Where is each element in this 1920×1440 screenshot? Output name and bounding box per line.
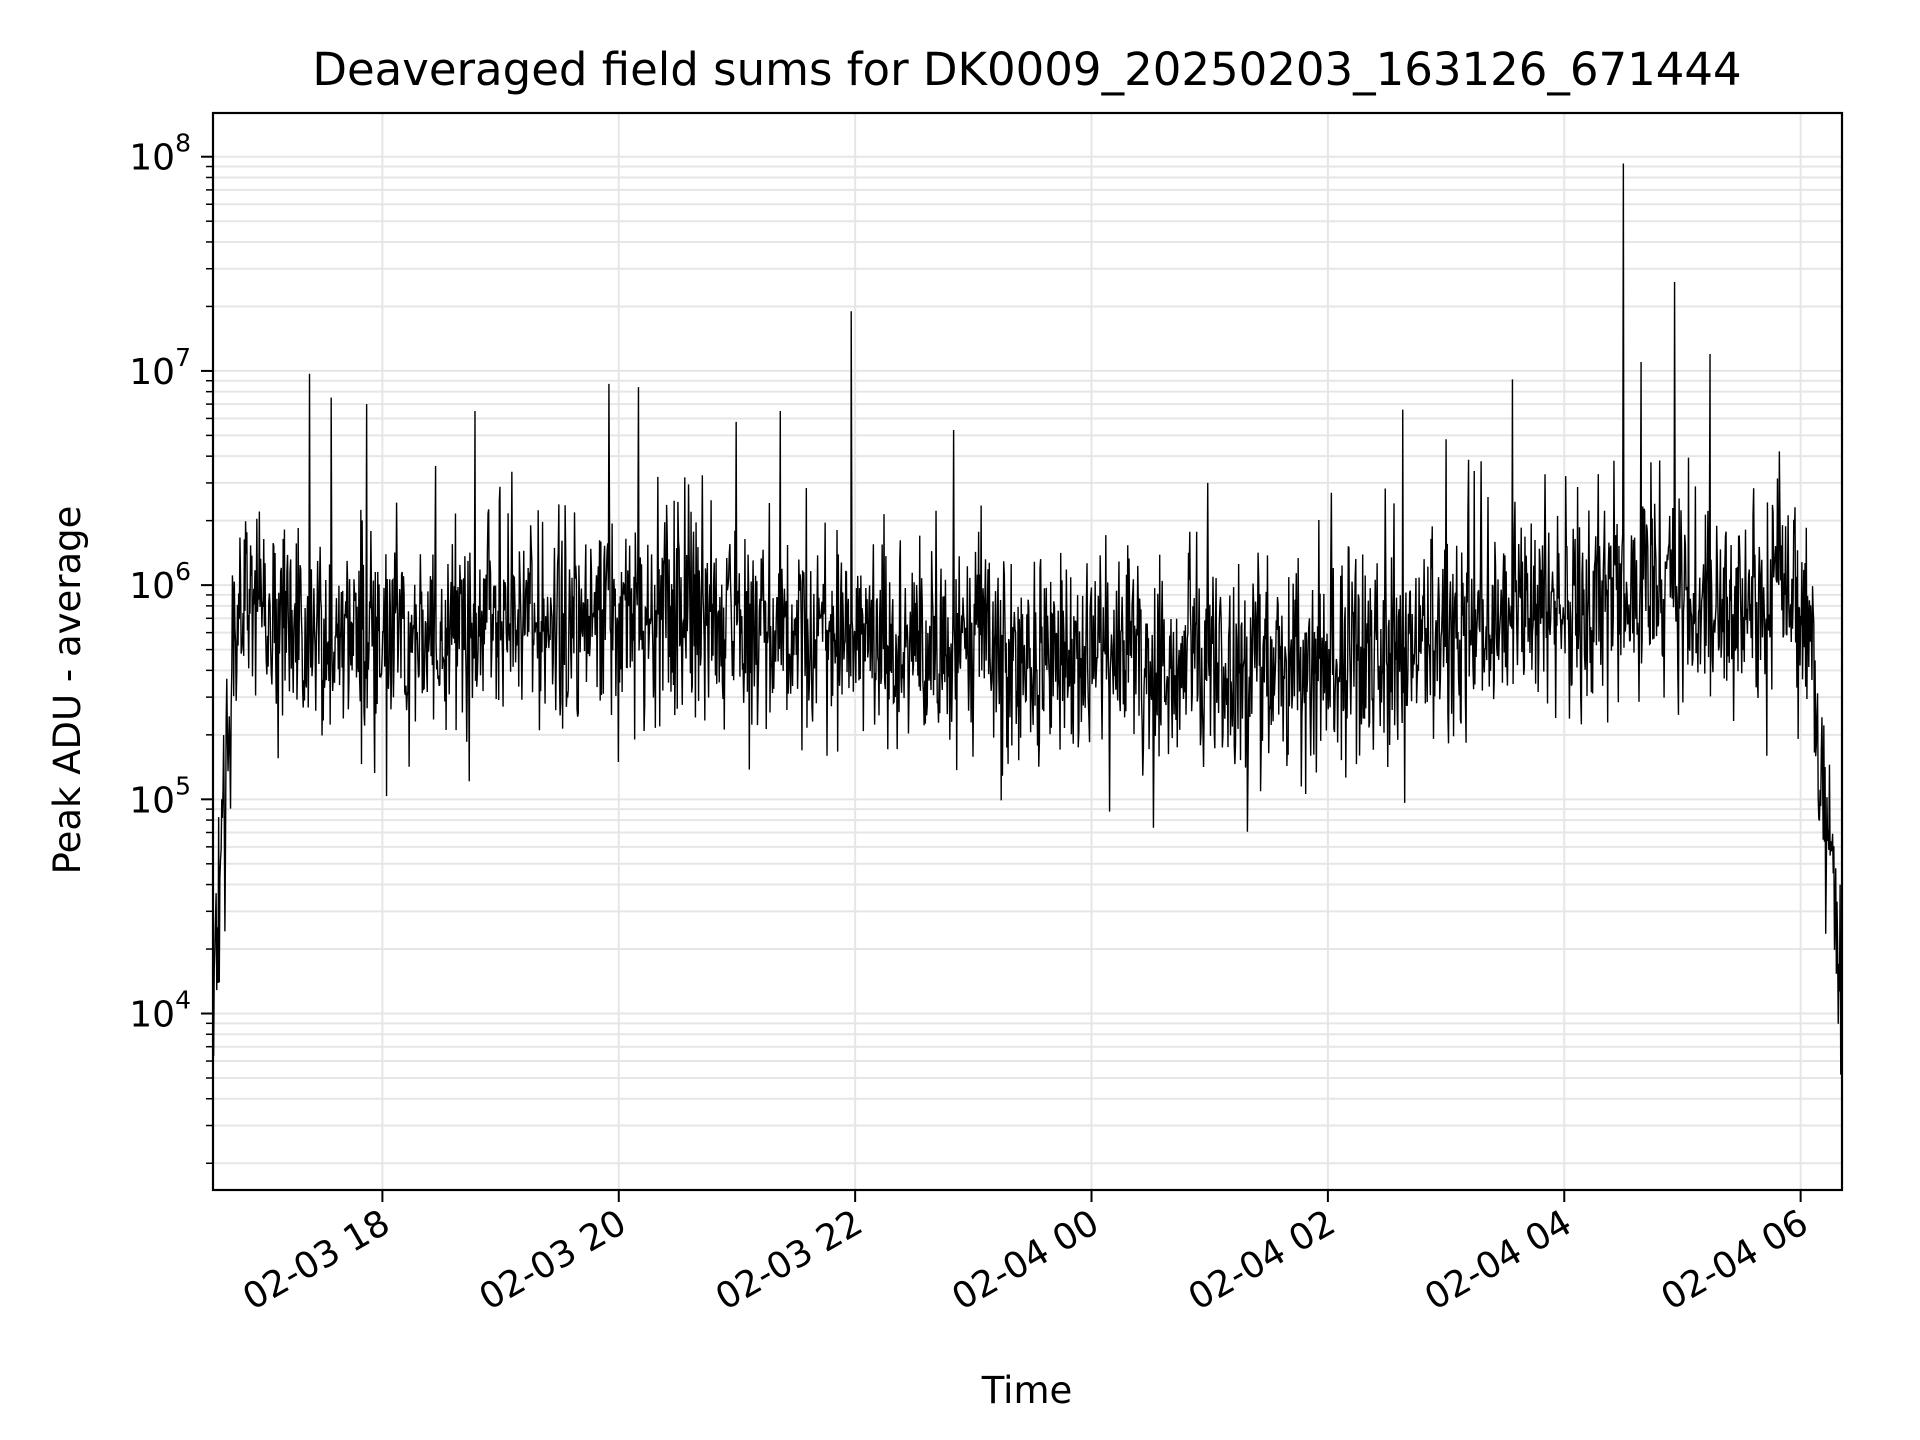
x-tick-label: 02-03 18	[236, 1202, 397, 1318]
chart-title: Deaveraged field sums for DK0009_2025020…	[312, 43, 1741, 96]
y-tick-label: 108	[129, 129, 191, 179]
plot-frame	[211, 111, 1844, 1192]
x-tick-label: 02-03 20	[473, 1202, 634, 1318]
y-tick-label: 104	[129, 986, 191, 1036]
y-tick-label: 107	[129, 343, 191, 393]
y-tick-label: 105	[129, 771, 191, 821]
x-axis-label: Time	[981, 1369, 1073, 1412]
y-tick-label: 106	[129, 557, 191, 607]
y-axis-label: Peak ADU - average	[46, 506, 89, 875]
x-tick-label: 02-04 02	[1182, 1202, 1343, 1318]
x-tick-label: 02-04 00	[945, 1202, 1106, 1318]
y-axis-ticks: 104 105 106 107 108	[129, 129, 213, 1164]
x-axis-ticks: 02-03 18 02-03 20 02-03 22 02-04 00 02-04 02…	[236, 1190, 1815, 1319]
x-tick-label: 02-04 06	[1654, 1202, 1815, 1318]
x-tick-label: 02-04 04	[1418, 1202, 1579, 1318]
x-tick-label: 02-03 22	[709, 1202, 870, 1318]
series-peak-adu	[213, 163, 1842, 1075]
series-line	[213, 163, 1842, 1075]
